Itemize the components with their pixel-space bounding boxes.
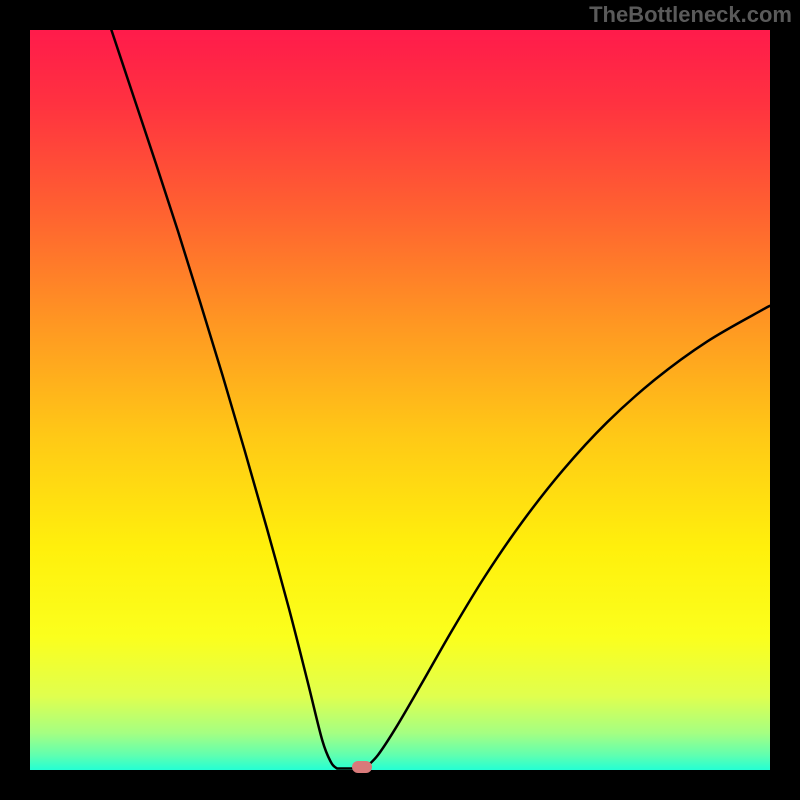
plot-area	[30, 30, 770, 770]
chart-container: TheBottleneck.com	[0, 0, 800, 800]
watermark-text: TheBottleneck.com	[589, 2, 792, 28]
bottleneck-curve	[30, 30, 770, 770]
minimum-marker	[352, 761, 372, 773]
